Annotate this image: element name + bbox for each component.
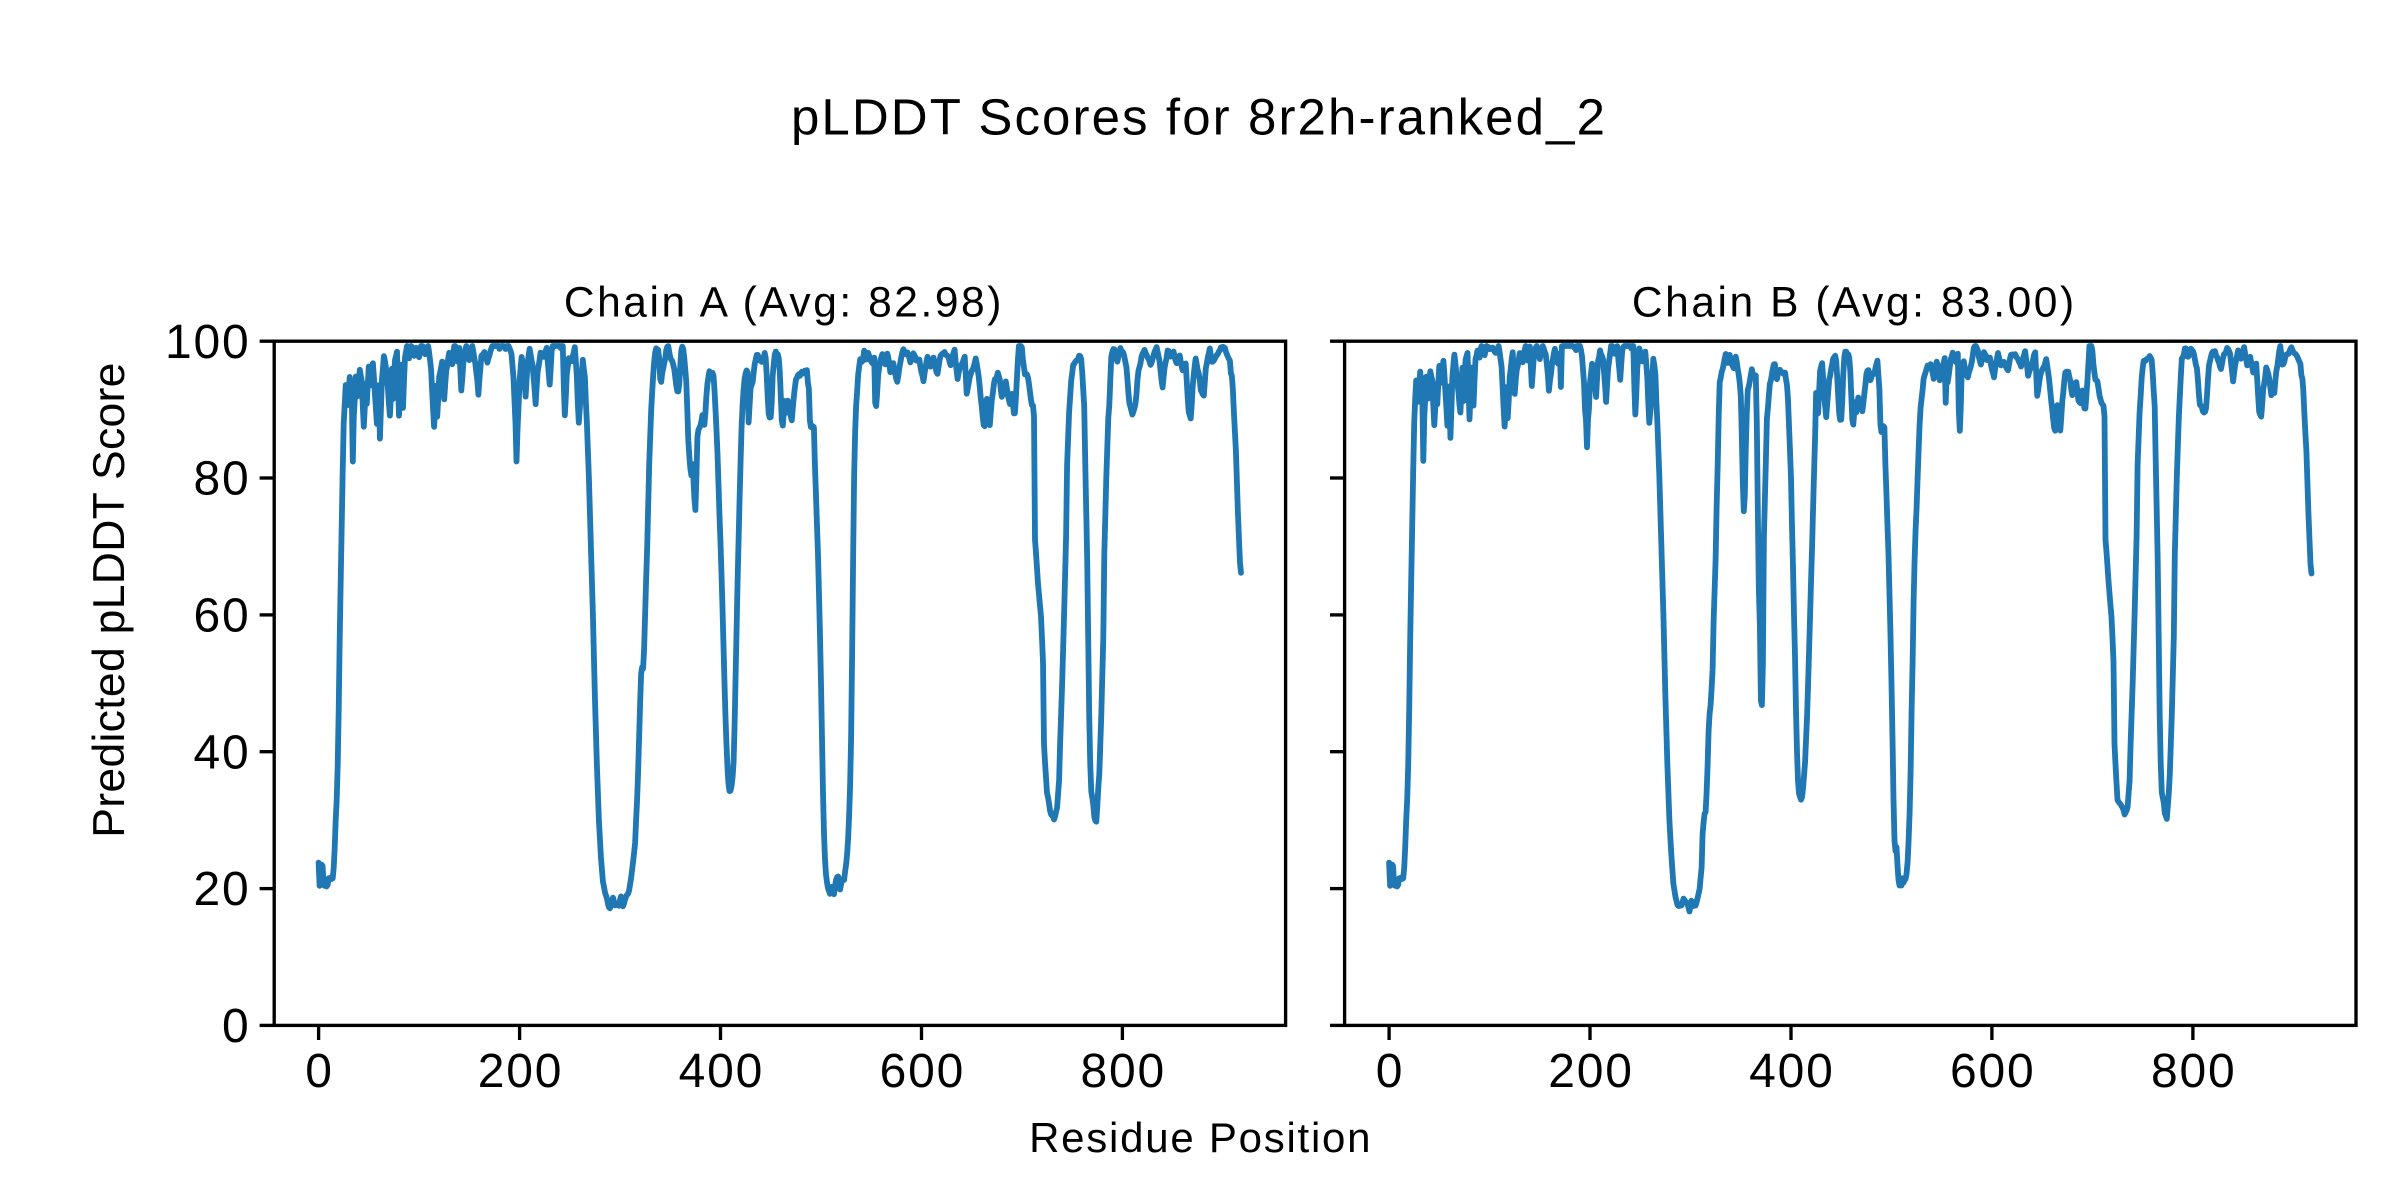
- svg-text:0: 0: [305, 1045, 334, 1098]
- svg-text:0: 0: [222, 1000, 251, 1053]
- svg-text:800: 800: [1081, 1045, 1167, 1098]
- svg-text:200: 200: [478, 1045, 564, 1098]
- svg-text:100: 100: [165, 316, 251, 369]
- svg-text:800: 800: [2151, 1045, 2237, 1098]
- svg-text:0: 0: [1376, 1045, 1405, 1098]
- svg-text:200: 200: [1548, 1045, 1634, 1098]
- svg-text:20: 20: [194, 863, 251, 916]
- svg-text:Chain B (Avg: 83.00): Chain B (Avg: 83.00): [1632, 279, 2077, 326]
- svg-text:Chain A (Avg: 82.98): Chain A (Avg: 82.98): [564, 279, 1004, 326]
- svg-text:pLDDT Scores for 8r2h-ranked_2: pLDDT Scores for 8r2h-ranked_2: [791, 89, 1607, 146]
- svg-text:400: 400: [679, 1045, 765, 1098]
- svg-text:80: 80: [194, 453, 251, 506]
- svg-text:600: 600: [1950, 1045, 2036, 1098]
- svg-text:Predicted pLDDT Score: Predicted pLDDT Score: [85, 362, 134, 837]
- svg-text:400: 400: [1749, 1045, 1835, 1098]
- svg-text:40: 40: [194, 726, 251, 779]
- svg-text:600: 600: [880, 1045, 966, 1098]
- svg-text:60: 60: [194, 590, 251, 643]
- svg-text:Residue Position: Residue Position: [1029, 1114, 1372, 1161]
